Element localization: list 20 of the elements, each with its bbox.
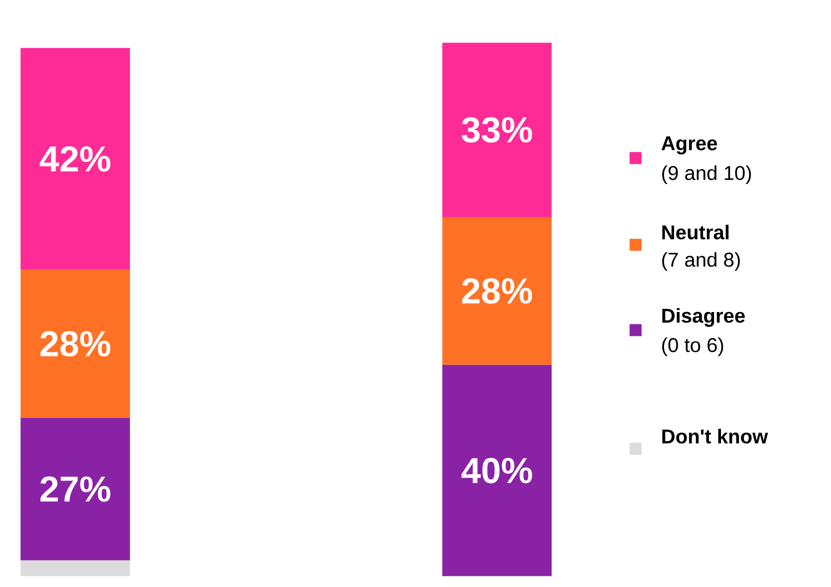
data-label: 27% (40, 476, 110, 502)
annotation: (0 to 6) (662, 338, 724, 356)
legend-label: Neutral (662, 224, 728, 240)
data-label: 42% (40, 146, 110, 172)
bar (442, 217, 552, 365)
bar (20, 418, 130, 560)
bar (442, 364, 552, 576)
bar (20, 270, 130, 418)
data-label: 28% (40, 331, 110, 357)
legend-label: Disagree (662, 308, 745, 327)
bar (20, 48, 130, 270)
data-label: 28% (462, 278, 532, 304)
legend-label: Don't know (662, 428, 768, 444)
annotation: (7 and 8) (662, 252, 740, 271)
legend-label: Agree (661, 136, 718, 154)
annotation: (9 and 10) (662, 165, 751, 184)
bar (20, 560, 130, 576)
data-label: 33% (462, 117, 532, 143)
data-label: 40% (461, 458, 532, 484)
bar (442, 42, 552, 218)
